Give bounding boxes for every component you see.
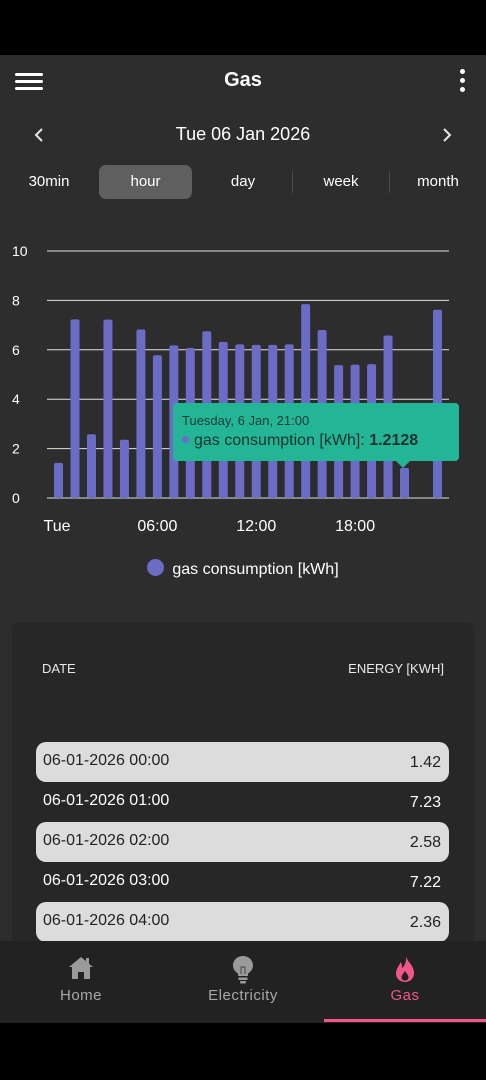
tab-month[interactable]: month — [417, 173, 459, 190]
row-energy: 7.23 — [409, 794, 441, 811]
tab-30min[interactable]: 30min — [28, 173, 70, 190]
table-row[interactable]: 06-01-2026 02:00 2.58 — [36, 822, 449, 862]
row-date: 06-01-2026 02:00 — [43, 832, 170, 849]
series-dot-icon — [182, 436, 189, 443]
y-tick-label: 8 — [12, 292, 20, 308]
x-tick-label: Tue — [44, 518, 71, 535]
tooltip-title: Tuesday, 6 Jan, 21:00 — [182, 413, 310, 428]
bar-15:00[interactable] — [301, 304, 311, 498]
page-title: Gas — [224, 69, 262, 91]
nav-home-label: Home — [59, 987, 102, 1004]
y-tick-label: 4 — [12, 391, 20, 407]
x-tick-label: 06:00 — [137, 518, 177, 535]
row-date: 06-01-2026 00:00 — [43, 752, 170, 769]
flame-icon — [396, 956, 414, 982]
table-row[interactable]: 06-01-2026 00:00 1.42 — [36, 742, 449, 782]
tooltip-line: gas consumption [kWh]: 1.2128 — [182, 432, 450, 450]
table-row[interactable]: 06-01-2026 04:00 2.36 — [36, 902, 449, 942]
x-tick-label: 12:00 — [236, 518, 276, 535]
row-energy: 2.58 — [409, 834, 441, 851]
period-tabs: 30min hour day week month — [0, 165, 486, 199]
bottom-navigation: Home Electricity Gas — [0, 941, 486, 1023]
more-vertical-icon[interactable] — [452, 67, 472, 95]
tab-week[interactable]: week — [323, 173, 359, 190]
table-row[interactable]: 06-01-2026 01:00 7.23 — [36, 782, 449, 822]
bar-06:00[interactable] — [152, 355, 162, 498]
y-tick-label: 0 — [12, 490, 20, 506]
app-bar: Gas — [0, 55, 486, 107]
y-tick-label: 6 — [12, 342, 20, 358]
chart-tooltip: Tuesday, 6 Jan, 21:00 gas consumption [k… — [173, 403, 459, 468]
bar-01:00[interactable] — [70, 319, 80, 498]
bar-00:00[interactable] — [54, 462, 64, 498]
row-energy: 1.42 — [409, 754, 441, 771]
bar-02:00[interactable] — [86, 434, 96, 498]
date-navigator: Tue 06 Jan 2026 — [0, 119, 486, 151]
tooltip-pointer — [396, 461, 410, 468]
legend-label: gas consumption [kWh] — [172, 561, 339, 578]
tooltip-value: 1.2128 — [369, 432, 419, 449]
bar-05:00[interactable] — [136, 329, 146, 498]
tab-hour[interactable]: hour — [99, 165, 192, 199]
row-energy: 2.36 — [409, 914, 441, 931]
chevron-right-icon — [443, 128, 452, 142]
bar-03:00[interactable] — [103, 319, 113, 498]
bar-21:00[interactable] — [400, 468, 410, 498]
previous-day-button[interactable] — [24, 119, 54, 151]
nav-gas-label: Gas — [390, 987, 420, 1004]
active-tab-indicator — [324, 1019, 486, 1022]
hamburger-menu-icon[interactable] — [12, 67, 46, 95]
chart-legend[interactable]: gas consumption [kWh] — [0, 559, 486, 585]
row-date: 06-01-2026 01:00 — [43, 792, 170, 809]
chevron-left-icon — [34, 128, 43, 142]
row-date: 06-01-2026 04:00 — [43, 912, 170, 929]
x-tick-label: 18:00 — [335, 518, 375, 535]
tab-divider — [389, 171, 390, 193]
selected-date[interactable]: Tue 06 Jan 2026 — [175, 124, 311, 144]
nav-electricity-label: Electricity — [208, 987, 278, 1004]
home-icon — [69, 957, 93, 979]
next-day-button[interactable] — [432, 119, 462, 151]
y-tick-label: 10 — [12, 243, 28, 259]
lightbulb-icon — [233, 956, 253, 984]
column-header-date: DATE — [42, 661, 76, 676]
gas-screen: Gas Tue 06 Jan 2026 30min hour day week … — [0, 55, 486, 1023]
nav-electricity[interactable]: Electricity — [162, 941, 324, 1023]
bar-04:00[interactable] — [119, 439, 129, 498]
tab-day[interactable]: day — [230, 173, 256, 190]
y-tick-label: 2 — [12, 441, 20, 457]
row-energy: 7.22 — [409, 874, 441, 891]
nav-gas[interactable]: Gas — [324, 941, 486, 1023]
tooltip-series: gas consumption [kWh]: — [194, 432, 365, 449]
column-header-energy: ENERGY [KWH] — [348, 661, 444, 676]
row-date: 06-01-2026 03:00 — [43, 872, 170, 889]
table-header: DATE ENERGY [KWH] — [42, 661, 444, 681]
gas-consumption-chart[interactable]: 0 2 4 6 8 10 Tue 06:00 12:00 18:00 — [0, 233, 486, 543]
nav-home[interactable]: Home — [0, 941, 162, 1023]
legend-dot-icon — [147, 559, 165, 576]
tab-divider — [292, 171, 293, 193]
table-row[interactable]: 06-01-2026 03:00 7.22 — [36, 862, 449, 902]
